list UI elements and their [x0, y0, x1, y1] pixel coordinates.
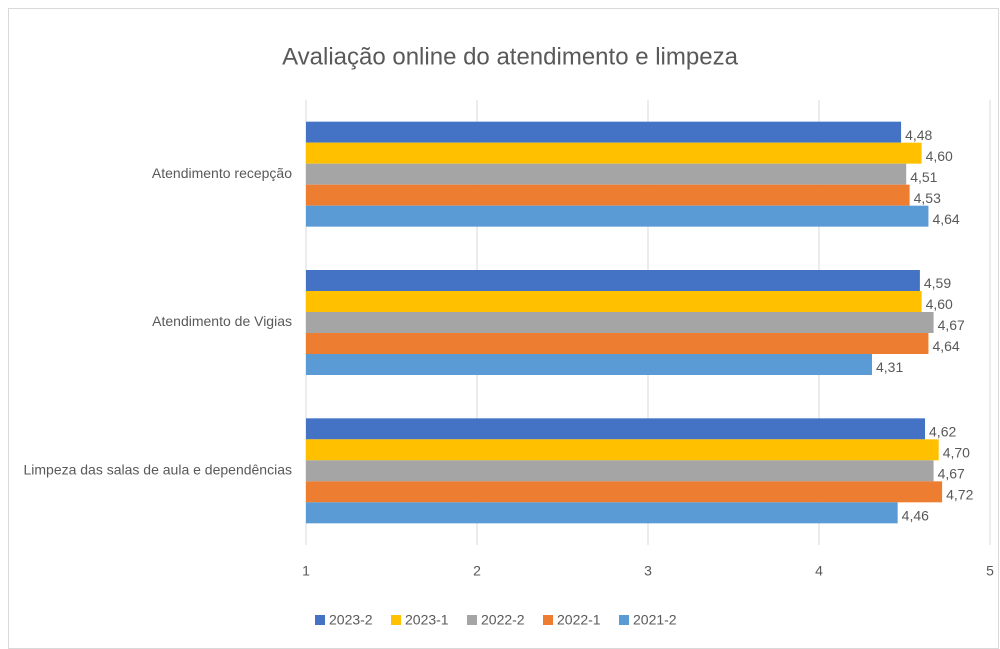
value-label: 4,70: [943, 445, 970, 461]
value-label: 4,48: [905, 127, 932, 143]
legend-swatch: [619, 615, 629, 625]
value-label: 4,62: [929, 424, 956, 440]
value-label: 4,31: [876, 359, 903, 375]
chart-title: Avaliação online do atendimento e limpez…: [282, 43, 739, 70]
y-tick-label: Limpeza das salas de aula e dependências: [23, 462, 292, 478]
legend-swatch: [315, 615, 325, 625]
bar: [306, 481, 943, 503]
legend-swatch: [543, 615, 553, 625]
bar: [306, 502, 898, 524]
value-label: 4,60: [926, 296, 953, 312]
bar: [306, 333, 929, 354]
value-label: 4,72: [946, 487, 973, 503]
legend-label: 2023-1: [405, 612, 449, 628]
x-tick-label: 5: [986, 563, 994, 579]
value-label: 4,67: [938, 317, 965, 333]
legend-label: 2021-2: [633, 612, 677, 628]
bar: [306, 121, 902, 143]
bar: [306, 270, 920, 291]
bar: [306, 439, 939, 461]
x-tick-label: 4: [815, 563, 823, 579]
bar: [306, 354, 873, 375]
legend-label: 2022-2: [481, 612, 525, 628]
value-label: 4,53: [914, 190, 941, 206]
y-tick-label: Atendimento recepção: [152, 165, 292, 181]
bar: [306, 184, 910, 206]
bar: [306, 312, 934, 333]
bar: [306, 205, 929, 227]
bar: [306, 163, 907, 185]
value-label: 4,59: [924, 275, 951, 291]
bar: [306, 291, 922, 312]
value-label: 4,60: [926, 148, 953, 164]
bar: [306, 460, 934, 482]
value-label: 4,64: [932, 338, 959, 354]
x-tick-label: 2: [473, 563, 481, 579]
y-tick-label: Atendimento de Vigias: [152, 313, 292, 329]
value-label: 4,46: [902, 508, 929, 524]
legend-label: 2022-1: [557, 612, 601, 628]
value-label: 4,67: [938, 466, 965, 482]
x-tick-label: 3: [644, 563, 652, 579]
legend-swatch: [467, 615, 477, 625]
bar: [306, 142, 922, 164]
value-label: 4,64: [932, 211, 959, 227]
x-tick-label: 1: [302, 563, 310, 579]
bar: [306, 418, 926, 440]
value-label: 4,51: [910, 169, 937, 185]
legend-swatch: [391, 615, 401, 625]
legend-label: 2023-2: [329, 612, 373, 628]
